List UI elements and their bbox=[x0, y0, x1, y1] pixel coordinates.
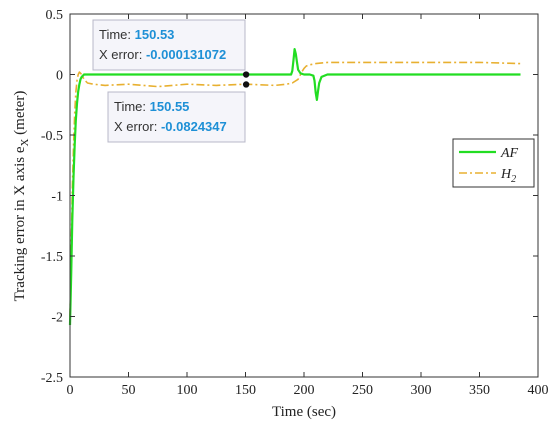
y-tick-label: -0.5 bbox=[41, 129, 63, 144]
datatip-error-label: X error: bbox=[99, 47, 146, 62]
datatip-time-value: 150.55 bbox=[150, 99, 190, 114]
datatip-marker bbox=[242, 81, 250, 88]
legend-label-af: AF bbox=[500, 146, 519, 161]
y-tick-label: 0.5 bbox=[46, 8, 64, 23]
legend: AF H2 bbox=[452, 138, 535, 188]
y-axis-label-unit: (meter) bbox=[12, 91, 28, 139]
y-tick-label: -2 bbox=[51, 311, 63, 326]
series-line-af bbox=[68, 47, 521, 326]
datatip-error: X error: -0.0824347 bbox=[114, 119, 227, 134]
datatip-1[interactable]: Time: 150.53 X error: -0.000131072 bbox=[92, 19, 250, 78]
y-axis-label-sub: X bbox=[19, 139, 31, 147]
y-axis-label-main: Tracking error in X axis e bbox=[12, 146, 28, 301]
y-tick-label: -1.5 bbox=[41, 250, 63, 265]
ticks: 0 50 100 150 200 250 300 350 400 0.5 0 -0.5 -1 -1.5 -2… bbox=[41, 8, 549, 398]
x-tick-label: 400 bbox=[528, 383, 549, 398]
datatip-error-label: X error: bbox=[114, 119, 161, 134]
datatip-2[interactable]: Time: 150.55 X error: -0.0824347 bbox=[107, 81, 250, 143]
datatip-marker bbox=[242, 71, 250, 78]
datatip-time: Time: 150.53 bbox=[99, 27, 174, 42]
x-tick-label: 150 bbox=[235, 383, 256, 398]
y-tick-label: -1 bbox=[51, 190, 63, 205]
legend-box bbox=[452, 138, 535, 188]
datatip-error-value: -0.0824347 bbox=[161, 119, 227, 134]
datatip-error: X error: -0.000131072 bbox=[99, 47, 226, 62]
datatip-time-label: Time: bbox=[99, 27, 135, 42]
x-axis-label: Time (sec) bbox=[272, 404, 336, 420]
x-tick-label: 300 bbox=[411, 383, 432, 398]
x-tick-label: 50 bbox=[122, 383, 136, 398]
series-line-h2 bbox=[69, 61, 521, 317]
y-tick-label: -2.5 bbox=[41, 371, 63, 386]
datatip-box bbox=[107, 91, 246, 143]
datatip-time-label: Time: bbox=[114, 99, 150, 114]
x-tick-label: 100 bbox=[177, 383, 198, 398]
y-axis-label: Tracking error in X axis eX (meter) bbox=[12, 91, 31, 302]
datatip-time: Time: 150.55 bbox=[114, 99, 189, 114]
legend-label-h2: H2 bbox=[500, 167, 516, 185]
legend-label-h2-sub: 2 bbox=[511, 174, 516, 185]
x-tick-label: 200 bbox=[294, 383, 315, 398]
y-tick-label: 0 bbox=[56, 69, 63, 84]
legend-label-h2-main: H bbox=[500, 167, 512, 182]
series-layer bbox=[68, 47, 521, 326]
datatip-box bbox=[92, 19, 246, 71]
x-tick-label: 0 bbox=[67, 383, 74, 398]
datatip-error-value: -0.000131072 bbox=[146, 47, 226, 62]
x-tick-label: 250 bbox=[352, 383, 373, 398]
datatip-time-value: 150.53 bbox=[135, 27, 175, 42]
x-tick-label: 350 bbox=[469, 383, 490, 398]
